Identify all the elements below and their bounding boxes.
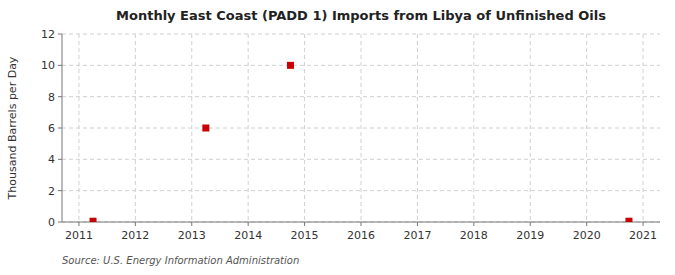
tick-label-x: 2014 — [234, 229, 262, 242]
grid-line-x — [135, 34, 136, 222]
tick-y — [58, 190, 62, 191]
grid-line-x — [530, 34, 531, 222]
axis-line-x — [62, 222, 660, 223]
plot-area — [62, 34, 660, 222]
tick-y — [58, 34, 62, 35]
grid-line-x — [248, 34, 249, 222]
point — [625, 218, 632, 222]
tick-x — [248, 222, 249, 226]
tick-y — [58, 159, 62, 160]
tick-label-y: 8 — [48, 91, 55, 104]
tick-x — [473, 222, 474, 226]
tick-label-y: 10 — [41, 59, 55, 72]
tick-y — [58, 222, 62, 223]
tick-x — [191, 222, 192, 226]
tick-x — [304, 222, 305, 226]
y-axis-label: Thousand Barrels per Day — [6, 56, 19, 200]
tick-x — [586, 222, 587, 226]
grid-line-x — [473, 34, 474, 222]
grid-line-x — [304, 34, 305, 222]
chart: 0 2 4 6 8 10 12 2011 2012 2013 2014 2015 2016 2017 201… — [0, 0, 675, 275]
tick-label-x: 2019 — [516, 229, 544, 242]
tick-label-x: 2021 — [629, 229, 657, 242]
tick-label-y: 2 — [48, 185, 55, 198]
title: Monthly East Coast (PADD 1) Imports from… — [116, 8, 606, 23]
axes: 0 2 4 6 8 10 12 2011 2012 2013 2014 2015 2016 2017 201… — [41, 28, 660, 242]
tick-x — [643, 222, 644, 226]
tick-label-x: 2017 — [403, 229, 431, 242]
tick-y — [58, 128, 62, 129]
grid-line-x — [417, 34, 418, 222]
tick-label-x: 2020 — [573, 229, 601, 242]
grid-line-x — [586, 34, 587, 222]
grid — [62, 34, 660, 222]
point — [202, 125, 209, 132]
tick-y — [58, 65, 62, 66]
tick-x — [135, 222, 136, 226]
tick-label-y: 0 — [48, 216, 55, 229]
tick-label-x: 2012 — [121, 229, 149, 242]
tick-label-y: 12 — [41, 28, 55, 41]
tick-x — [78, 222, 79, 226]
grid-line-y — [62, 159, 660, 160]
tick-label-x: 2015 — [291, 229, 319, 242]
grid-line-x — [191, 34, 192, 222]
grid-line-x — [78, 34, 79, 222]
grid-line-y — [62, 222, 660, 223]
tick-label-x: 2016 — [347, 229, 375, 242]
grid-line-x — [643, 34, 644, 222]
grid-line-x — [361, 34, 362, 222]
tick-x — [530, 222, 531, 226]
tick-label-x: 2013 — [178, 229, 206, 242]
tick-label-x: 2011 — [65, 229, 93, 242]
point — [287, 62, 294, 69]
tick-label-x: 2018 — [460, 229, 488, 242]
points — [90, 62, 633, 222]
axis-line-y — [62, 34, 63, 222]
tick-y — [58, 96, 62, 97]
point — [90, 218, 97, 222]
source-note: Source: U.S. Energy Information Administ… — [62, 255, 299, 266]
tick-label-y: 4 — [48, 153, 55, 166]
tick-label-y: 6 — [48, 122, 55, 135]
tick-x — [361, 222, 362, 226]
tick-x — [417, 222, 418, 226]
